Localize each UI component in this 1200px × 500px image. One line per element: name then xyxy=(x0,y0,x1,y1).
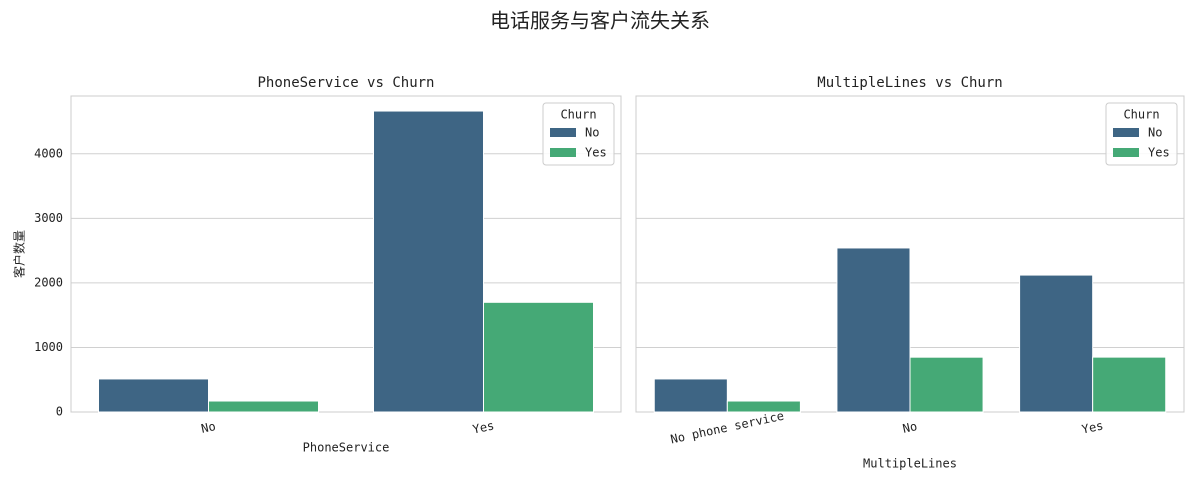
bar xyxy=(373,110,484,413)
subplot-title: MultipleLines vs Churn xyxy=(817,75,1002,91)
legend-swatch xyxy=(550,128,576,137)
bar xyxy=(208,400,319,413)
x-tick-label: No xyxy=(901,419,918,436)
legend-swatch xyxy=(1113,148,1139,157)
x-tick-label: Yes xyxy=(1081,418,1105,436)
legend-label: Yes xyxy=(1148,146,1170,160)
x-tick-label: No phone service xyxy=(669,409,785,447)
x-tick-label: No xyxy=(200,419,217,436)
subplot-title: PhoneService vs Churn xyxy=(257,75,434,91)
bar xyxy=(1092,356,1167,413)
bar xyxy=(653,378,728,413)
y-tick-label: 1000 xyxy=(34,340,63,354)
x-tick-label: Yes xyxy=(471,418,495,436)
bar xyxy=(98,378,209,413)
legend-label: No xyxy=(585,126,599,140)
y-tick-label: 2000 xyxy=(34,275,63,289)
x-axis-label: MultipleLines xyxy=(863,457,957,471)
bar xyxy=(909,356,984,413)
y-axis-label: 客户数量 xyxy=(12,230,27,278)
legend-label: Yes xyxy=(585,146,607,160)
axes-frame xyxy=(70,95,622,413)
legend-label: No xyxy=(1148,126,1162,140)
legend-title: Churn xyxy=(1123,108,1159,122)
bar xyxy=(483,301,594,413)
legend-swatch xyxy=(1113,128,1139,137)
legend-title: Churn xyxy=(560,108,596,122)
legend-swatch xyxy=(550,148,576,157)
bar xyxy=(1019,274,1094,413)
figure-title: 电话服务与客户流失关系 xyxy=(490,9,710,33)
bar xyxy=(836,247,911,413)
y-tick-label: 4000 xyxy=(34,146,63,160)
y-tick-label: 0 xyxy=(56,405,63,419)
y-tick-label: 3000 xyxy=(34,211,63,225)
bar xyxy=(726,400,801,413)
x-axis-label: PhoneService xyxy=(303,441,390,455)
